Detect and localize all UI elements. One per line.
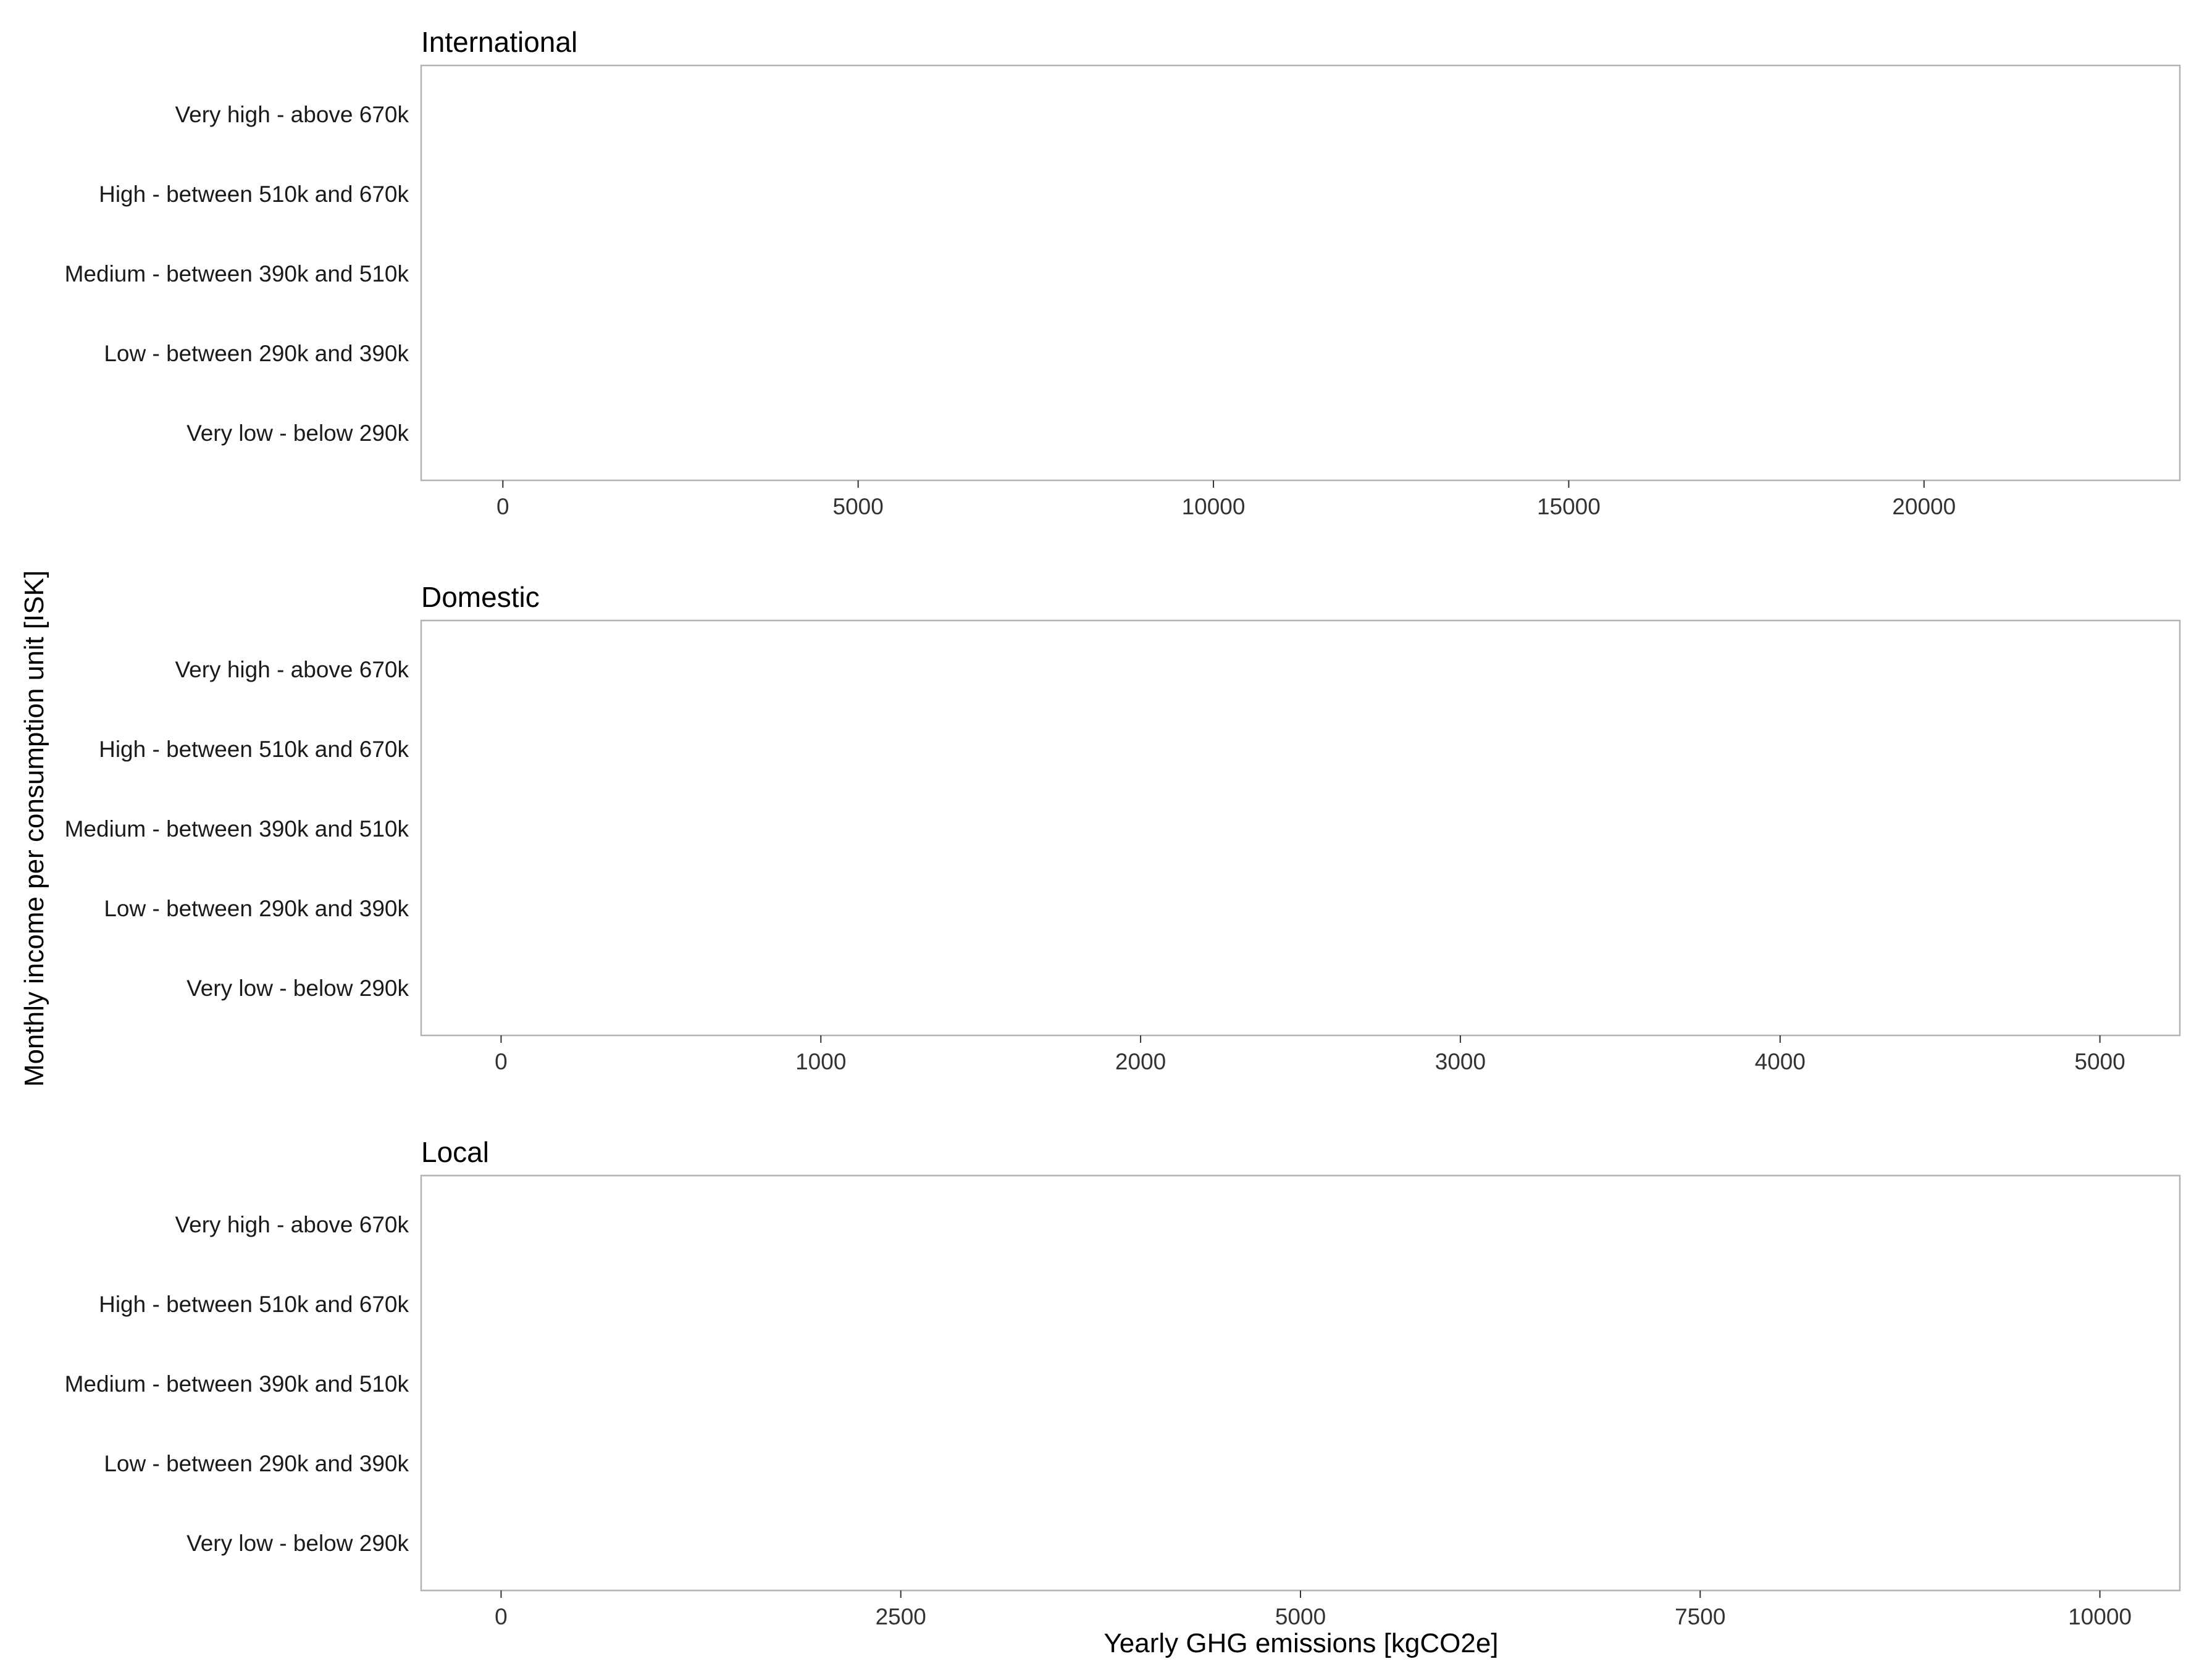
category-label: Very high - above 670k <box>175 102 409 127</box>
panel-title: Local <box>421 1136 489 1168</box>
category-label: Medium - between 390k and 510k <box>65 816 409 842</box>
x-tick-label: 1000 <box>795 1049 846 1074</box>
x-tick-label: 15000 <box>1537 494 1601 519</box>
y-axis-title: Monthly income per consumption unit [ISK… <box>19 570 49 1087</box>
category-label: Very low - below 290k <box>186 420 409 446</box>
x-tick-label: 3000 <box>1435 1049 1486 1074</box>
panel-international: International Very high - above 670k High … <box>65 26 2181 519</box>
x-tick-label: 5000 <box>833 494 884 519</box>
x-tick-label: 7500 <box>1675 1604 1725 1629</box>
x-tick-label: 0 <box>495 1604 508 1629</box>
panel-frame <box>420 64 2181 482</box>
x-tick-label: 5000 <box>1275 1604 1326 1629</box>
category-label: Very low - below 290k <box>186 976 409 1001</box>
category-label: High - between 510k and 670k <box>99 182 409 207</box>
category-label: High - between 510k and 670k <box>99 737 409 762</box>
category-label: Very high - above 670k <box>175 657 409 682</box>
panel-title: International <box>421 26 577 58</box>
category-label: Medium - between 390k and 510k <box>65 261 409 286</box>
x-tick-label: 10000 <box>1182 494 1246 519</box>
x-tick-label: 5000 <box>2074 1049 2125 1074</box>
category-label: Very high - above 670k <box>175 1212 409 1237</box>
x-tick-label: 4000 <box>1755 1049 1806 1074</box>
x-axis-title: Yearly GHG emissions [kgCO2e] <box>1104 1628 1498 1658</box>
x-tick-label: 0 <box>496 494 509 519</box>
category-label: Very low - below 290k <box>186 1531 409 1556</box>
x-tick-label: 10000 <box>2068 1604 2132 1629</box>
panel-title: Domestic <box>421 581 540 613</box>
x-tick-label: 2000 <box>1115 1049 1166 1074</box>
panel-frame <box>420 1174 2181 1592</box>
category-label: Low - between 290k and 390k <box>104 896 409 921</box>
panel-local: Local Very high - above 670k High - betwee… <box>65 1136 2181 1629</box>
category-label: Medium - between 390k and 510k <box>65 1371 409 1397</box>
panel-domestic: Domestic Very high - above 670k High - bet… <box>65 581 2181 1074</box>
panel-frame <box>420 619 2181 1037</box>
x-tick-label: 20000 <box>1892 494 1956 519</box>
category-label: Low - between 290k and 390k <box>104 341 409 366</box>
x-tick-label: 0 <box>495 1049 508 1074</box>
category-label: Low - between 290k and 390k <box>104 1451 409 1476</box>
x-tick-label: 2500 <box>876 1604 926 1629</box>
category-label: High - between 510k and 670k <box>99 1292 409 1317</box>
